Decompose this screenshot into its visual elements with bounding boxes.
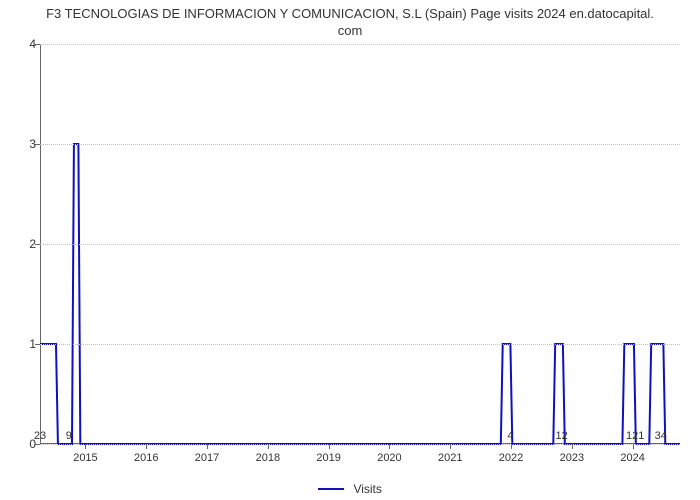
legend-label: Visits [353,482,381,496]
legend-swatch [318,488,344,490]
x-axis-label: 2024 [620,452,644,464]
x-axis-label: 2016 [134,452,158,464]
gridline-y [40,344,680,345]
y-axis-label: 4 [18,37,36,51]
x-axis-label: 2023 [560,452,584,464]
xtick [389,444,390,449]
plot-area: 0123420152016201720182019202020212022202… [40,44,680,444]
xtick [268,444,269,449]
chart-container: F3 TECNOLOGIAS DE INFORMACION Y COMUNICA… [0,0,700,500]
title-line-1: F3 TECNOLOGIAS DE INFORMACION Y COMUNICA… [46,6,654,21]
gridline-y [40,144,680,145]
xtick [207,444,208,449]
title-line-2: com [338,23,363,38]
value-label: 34 [655,430,667,442]
value-label: 9 [66,430,72,442]
value-label: 12 [555,430,567,442]
x-axis-label: 2022 [499,452,523,464]
value-label: 121 [626,430,644,442]
xtick [146,444,147,449]
value-label: 4 [507,430,513,442]
x-axis-label: 2020 [377,452,401,464]
xtick [329,444,330,449]
xtick [511,444,512,449]
xtick [85,444,86,449]
visits-line [40,144,680,444]
y-axis-label: 2 [18,237,36,251]
y-axis-label: 1 [18,337,36,351]
value-label: 23 [34,430,46,442]
chart-title: F3 TECNOLOGIAS DE INFORMACION Y COMUNICA… [0,0,700,40]
legend: Visits [0,481,700,496]
y-axis-label: 3 [18,137,36,151]
xtick [450,444,451,449]
x-axis-label: 2019 [316,452,340,464]
gridline-y [40,444,680,445]
xtick [633,444,634,449]
xtick [572,444,573,449]
gridline-y [40,244,680,245]
x-axis-label: 2021 [438,452,462,464]
x-axis-label: 2017 [195,452,219,464]
gridline-y [40,44,680,45]
x-axis-label: 2018 [256,452,280,464]
x-axis-label: 2015 [73,452,97,464]
